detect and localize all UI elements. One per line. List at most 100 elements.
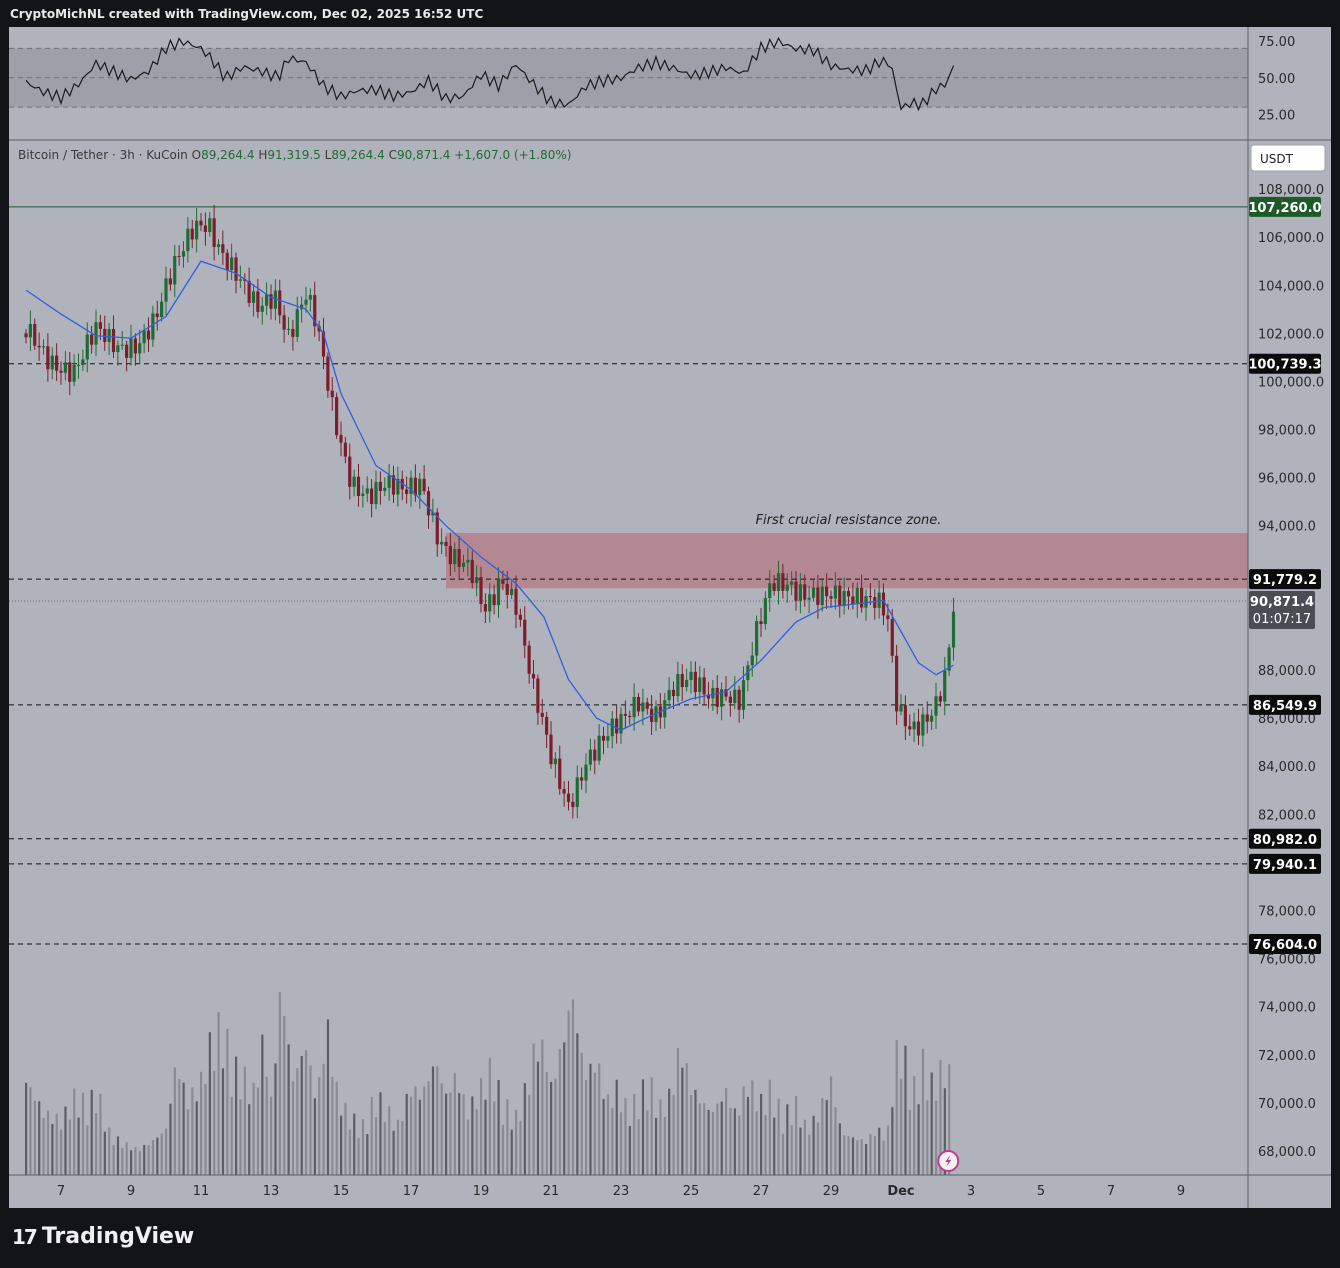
- currency-button[interactable]: [1250, 144, 1326, 172]
- rsi-tick-label: 75.00: [1258, 35, 1295, 50]
- volume-bar: [523, 1083, 526, 1175]
- brand-name: TradingView: [41, 1224, 195, 1249]
- level-label: 79,940.1: [1253, 858, 1317, 873]
- current-price-label: 90,871.4: [1250, 595, 1314, 610]
- candle-body: [234, 257, 238, 281]
- candle-body: [558, 758, 562, 789]
- legend-close: 90,871.4: [397, 148, 454, 162]
- candle-body: [518, 614, 522, 620]
- price-tick-label: 100,000.0: [1258, 375, 1324, 390]
- volume-bar: [436, 1066, 439, 1175]
- candle-body: [562, 788, 566, 794]
- volume-bar: [396, 1119, 400, 1175]
- volume-bar: [694, 1089, 697, 1175]
- volume-bar: [38, 1101, 41, 1175]
- legend-change: +1,607.0 (+1.80%): [454, 148, 571, 162]
- candle-body: [405, 489, 409, 494]
- candle-body: [238, 279, 242, 281]
- volume-bar: [913, 1076, 916, 1175]
- candle-body: [317, 326, 321, 332]
- candle-body: [330, 390, 334, 398]
- chart-svg[interactable]: First crucial resistance zone. 75.00 50.0…: [9, 27, 1331, 1208]
- candle-body: [676, 673, 680, 697]
- volume-bar: [480, 1078, 483, 1175]
- time-tick-label: 9: [1177, 1184, 1185, 1199]
- candle-body: [230, 257, 234, 271]
- candle-body: [190, 228, 194, 240]
- candle-body: [186, 228, 190, 252]
- volume-bar: [331, 1077, 334, 1175]
- candle-body: [348, 456, 352, 487]
- candle-body: [426, 491, 431, 516]
- legend-open-label: O: [192, 148, 201, 162]
- candle-body: [776, 573, 781, 591]
- legend-high: 91,319.5: [267, 148, 324, 162]
- volume-bar: [886, 1125, 890, 1175]
- volume-bar: [449, 1092, 452, 1175]
- candle-body: [514, 588, 518, 615]
- candle-body: [720, 689, 724, 707]
- volume-bar: [108, 1127, 111, 1175]
- price-tick-label: 88,000.0: [1258, 664, 1316, 679]
- volume-bar: [300, 1056, 303, 1175]
- volume-bar: [274, 1063, 277, 1175]
- volume-bar: [519, 1121, 522, 1175]
- volume-bar: [305, 1050, 308, 1175]
- candle-body: [575, 777, 579, 808]
- volume-bar: [895, 1040, 898, 1175]
- volume-bar: [764, 1114, 767, 1175]
- candle-body: [356, 476, 361, 496]
- volume-bar: [598, 1063, 601, 1175]
- rsi-tick-label: 25.00: [1258, 109, 1295, 124]
- time-tick-label: 23: [613, 1184, 630, 1199]
- volume-bar: [676, 1048, 680, 1175]
- volume-bar: [781, 1133, 785, 1175]
- candle-body: [951, 611, 956, 648]
- volume-bar: [816, 1122, 820, 1175]
- candle-body: [833, 585, 837, 599]
- candle-body: [566, 793, 571, 802]
- volume-bar: [466, 1119, 470, 1175]
- time-tick-label: 9: [127, 1184, 135, 1199]
- ohlc-legend: Bitcoin / Tether · 3h · KuCoin O89,264.4…: [18, 148, 571, 162]
- volume-bar: [641, 1079, 645, 1175]
- volume-bar: [116, 1136, 120, 1175]
- candle-body: [300, 304, 304, 310]
- volume-bar: [186, 1109, 190, 1175]
- resistance-zone: First crucial resistance zone.: [446, 513, 1248, 589]
- candle-body: [208, 218, 212, 232]
- candle-body: [667, 689, 671, 701]
- candle-body: [374, 481, 378, 505]
- candle-body: [895, 655, 899, 712]
- candle-body: [728, 696, 732, 704]
- candle-body: [195, 220, 199, 240]
- level-label: 76,604.0: [1253, 938, 1317, 953]
- volume-bar: [672, 1094, 675, 1175]
- volume-bar: [738, 1115, 741, 1175]
- candle-body: [475, 577, 479, 584]
- legend-low: 89,264.4: [331, 148, 388, 162]
- tradingview-logo[interactable]: 17 TradingView: [12, 1224, 194, 1249]
- volume-bar: [571, 999, 575, 1175]
- candle-body: [203, 225, 207, 232]
- volume-bar: [716, 1103, 719, 1175]
- candle-body: [588, 749, 592, 765]
- candle-body: [68, 362, 72, 382]
- volume-bar: [191, 1087, 194, 1175]
- volume-bar: [388, 1106, 391, 1175]
- volume-bar: [812, 1115, 815, 1175]
- time-tick-label: 17: [403, 1184, 420, 1199]
- volume-bar: [943, 1088, 946, 1175]
- candle-body: [409, 477, 413, 494]
- volume-bar: [506, 1099, 509, 1175]
- candle-body: [912, 721, 916, 730]
- candle-body: [422, 478, 426, 492]
- candle-body: [63, 362, 67, 373]
- candle-body: [715, 687, 719, 707]
- candle-body: [50, 355, 54, 370]
- candle-body: [584, 764, 588, 781]
- legend-close-label: C: [389, 148, 397, 162]
- chart-frame[interactable]: First crucial resistance zone. 75.00 50.0…: [9, 27, 1331, 1208]
- volume-bar: [668, 1088, 671, 1175]
- volume-bar: [935, 1100, 938, 1175]
